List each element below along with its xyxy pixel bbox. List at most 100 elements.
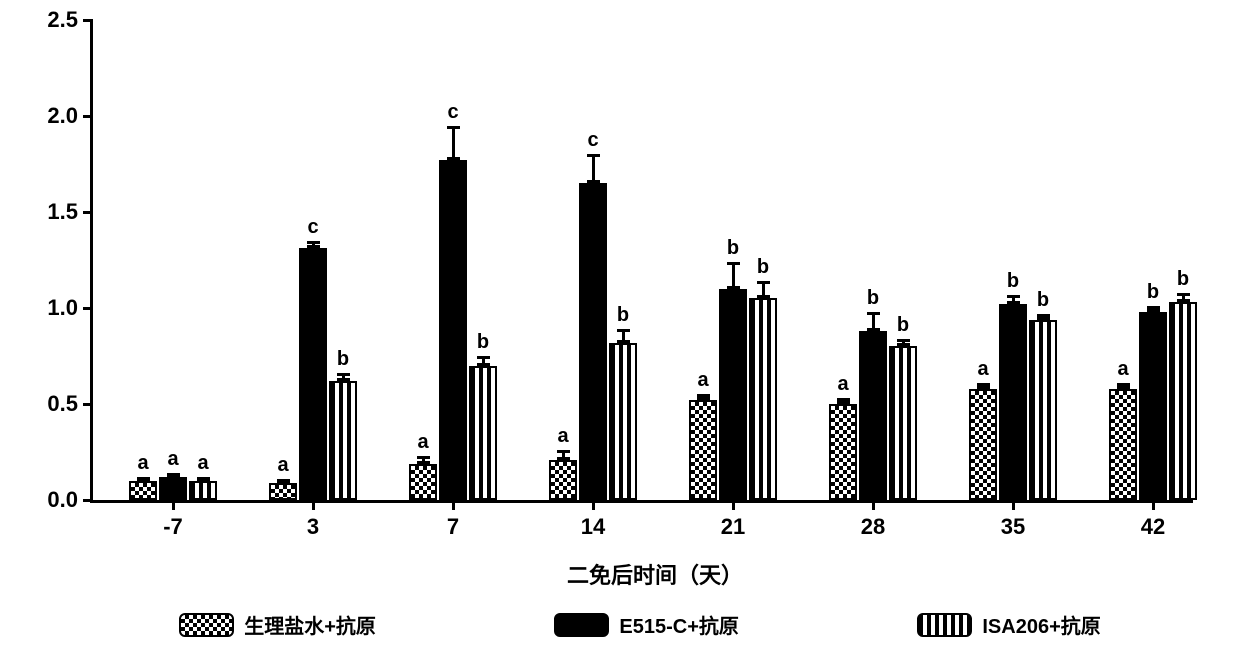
y-tick [83, 403, 93, 406]
x-tick [312, 500, 315, 510]
significance-letter: b [617, 304, 629, 327]
bar-wrap: b [609, 304, 637, 500]
bar-saline [409, 464, 437, 500]
y-tick-label: 0.5 [33, 391, 78, 417]
x-tick-label: 7 [447, 514, 459, 540]
legend-label: 生理盐水+抗原 [244, 610, 376, 639]
bar-group: abb [689, 237, 777, 500]
bar-wrap: a [189, 452, 217, 500]
error-bar [142, 477, 145, 481]
error-bar [282, 479, 285, 483]
significance-letter: a [197, 452, 208, 475]
x-tick [172, 500, 175, 510]
significance-letter: a [417, 431, 428, 454]
significance-letter: a [837, 373, 848, 396]
bar-wrap: c [579, 129, 607, 500]
x-tick-label: -7 [163, 514, 183, 540]
significance-letter: a [977, 358, 988, 381]
y-tick-label: 2.0 [33, 103, 78, 129]
significance-letter: b [1177, 268, 1189, 291]
error-bar [592, 154, 595, 183]
significance-letter: a [1117, 358, 1128, 381]
x-axis-title: 二免后时间（天） [90, 558, 1220, 590]
bar-wrap: b [1029, 289, 1057, 500]
error-bar [982, 383, 985, 389]
significance-letter: a [277, 454, 288, 477]
error-bar [1182, 293, 1185, 303]
bar-e515c [1139, 312, 1167, 500]
error-bar [202, 477, 205, 481]
legend-label: ISA206+抗原 [982, 610, 1100, 639]
x-tick-label: 42 [1141, 514, 1165, 540]
bar-wrap: c [439, 101, 467, 500]
significance-letter: b [1037, 289, 1049, 312]
y-tick [83, 211, 93, 214]
error-bar [732, 262, 735, 289]
error-bar [342, 373, 345, 381]
y-tick-label: 1.5 [33, 199, 78, 225]
legend-item: ISA206+抗原 [917, 610, 1100, 639]
bar-wrap: b [1169, 268, 1197, 500]
bar-wrap: b [999, 270, 1027, 500]
error-bar [422, 456, 425, 464]
error-bar [172, 473, 175, 477]
bar-saline [969, 389, 997, 500]
error-bar [902, 339, 905, 347]
bar-group: aaa [129, 448, 217, 500]
bar-saline [1109, 389, 1137, 500]
significance-letter: a [557, 425, 568, 448]
significance-letter: b [867, 287, 879, 310]
bar-wrap: a [129, 452, 157, 500]
error-bar [762, 281, 765, 298]
x-tick [592, 500, 595, 510]
legend: 生理盐水+抗原 E515-C+抗原 ISA206+抗原 [90, 610, 1190, 639]
bar-wrap: a [159, 448, 187, 500]
x-tick [452, 500, 455, 510]
error-bar [1122, 383, 1125, 389]
bar-wrap: b [469, 331, 497, 500]
error-bar [1042, 314, 1045, 320]
error-bar [622, 329, 625, 342]
bar-group: abb [1109, 268, 1197, 500]
x-tick [1012, 500, 1015, 510]
bar-wrap: a [829, 373, 857, 500]
x-tick-label: 28 [861, 514, 885, 540]
x-tick [732, 500, 735, 510]
bar-saline [269, 483, 297, 500]
bar-isa206 [469, 366, 497, 500]
significance-letter: c [587, 129, 598, 152]
error-bar [312, 241, 315, 249]
bar-isa206 [749, 298, 777, 500]
bar-saline [829, 404, 857, 500]
bar-wrap: a [549, 425, 577, 500]
bar-wrap: a [969, 358, 997, 500]
y-tick [83, 19, 93, 22]
bar-isa206 [1169, 302, 1197, 500]
y-tick [83, 499, 93, 502]
bar-e515c [719, 289, 747, 500]
significance-letter: a [137, 452, 148, 475]
significance-letter: c [447, 101, 458, 124]
bar-e515c [159, 477, 187, 500]
bar-wrap: a [1109, 358, 1137, 500]
bar-wrap: b [1139, 281, 1167, 500]
bar-e515c [859, 331, 887, 500]
error-bar [842, 398, 845, 404]
y-tick-label: 1.0 [33, 295, 78, 321]
bar-group: a bb [969, 270, 1057, 500]
error-bar [872, 312, 875, 331]
significance-letter: b [1007, 270, 1019, 293]
bar-saline [689, 400, 717, 500]
significance-letter: b [757, 256, 769, 279]
legend-label: E515-C+抗原 [619, 610, 739, 639]
bar-isa206 [889, 346, 917, 500]
significance-letter: b [337, 348, 349, 371]
bar-group: a c b [549, 129, 637, 500]
y-tick [83, 115, 93, 118]
legend-item: E515-C+抗原 [554, 610, 739, 639]
y-tick-label: 2.5 [33, 7, 78, 33]
bar-wrap: b [859, 287, 887, 500]
x-tick-label: 3 [307, 514, 319, 540]
plot-area: 0.00.51.01.52.02.5-7aaa3acb7acb14acb21ab… [90, 20, 1193, 503]
bar-wrap: b [889, 314, 917, 500]
